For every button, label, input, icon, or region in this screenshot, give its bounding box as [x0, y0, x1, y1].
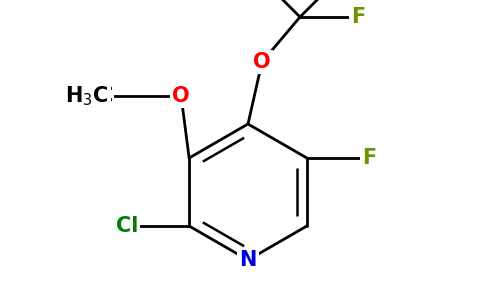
Text: H$_3$C: H$_3$C — [64, 84, 108, 108]
Text: N: N — [239, 250, 257, 270]
Text: H$_3$C: H$_3$C — [70, 84, 113, 108]
Text: F: F — [362, 148, 376, 168]
Text: O: O — [172, 86, 190, 106]
Text: H: H — [96, 86, 113, 106]
Text: Cl: Cl — [116, 216, 138, 236]
Text: O: O — [253, 52, 271, 72]
Text: F: F — [351, 7, 365, 27]
